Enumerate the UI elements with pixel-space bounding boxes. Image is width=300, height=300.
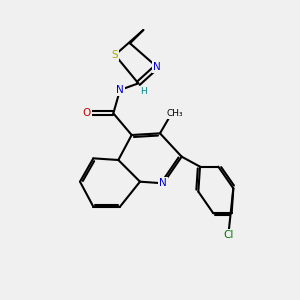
Text: Cl: Cl <box>223 230 233 240</box>
Text: S: S <box>112 50 118 60</box>
Text: H: H <box>140 87 147 96</box>
Text: CH₃: CH₃ <box>167 109 183 118</box>
Text: N: N <box>116 85 124 95</box>
Text: O: O <box>82 108 91 118</box>
Text: N: N <box>153 62 160 72</box>
Text: N: N <box>160 178 167 188</box>
